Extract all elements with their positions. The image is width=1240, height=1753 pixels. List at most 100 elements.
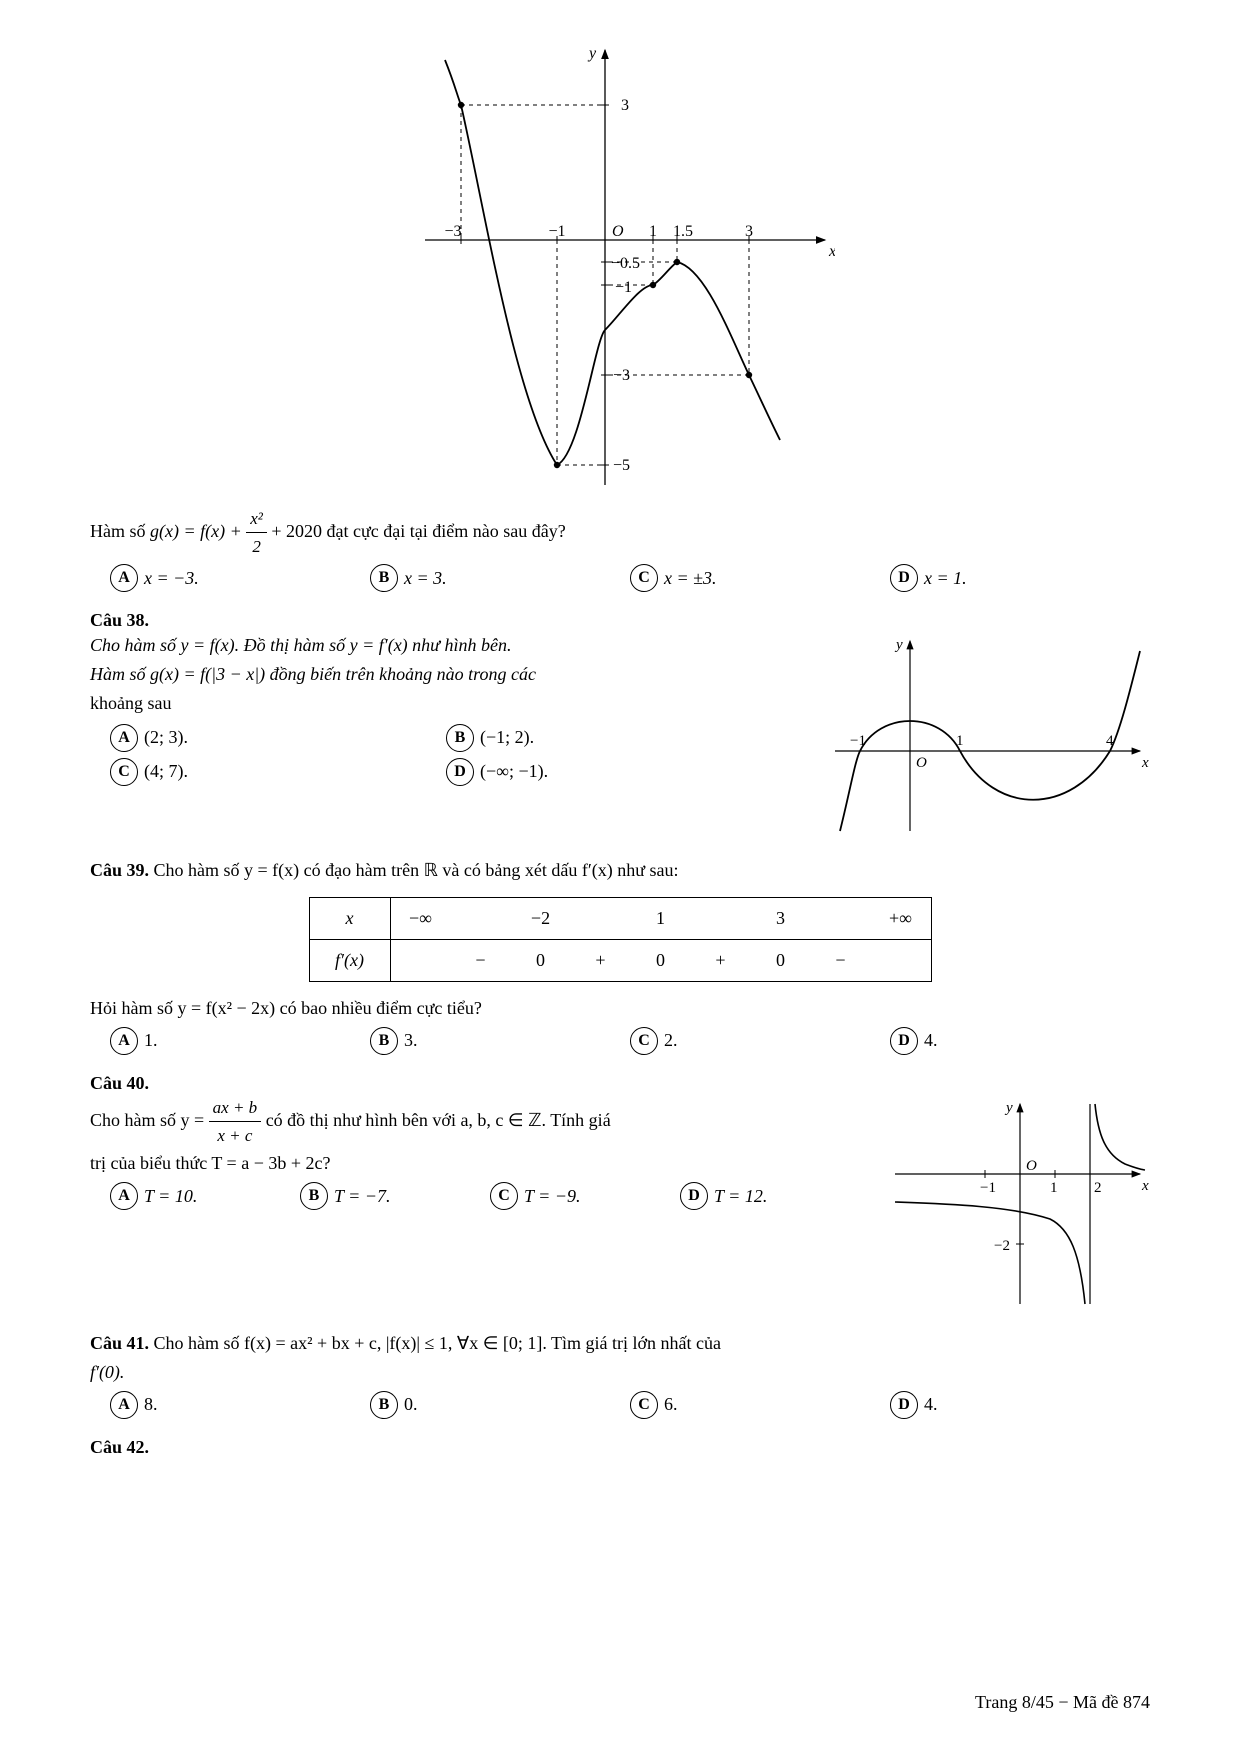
q41-prompt: Câu 41. Cho hàm số f(x) = ax² + bx + c, …: [90, 1329, 1150, 1387]
q41-text: Cho hàm số f(x) = ax² + bx + c, |f(x)| ≤…: [154, 1333, 722, 1353]
q40-curve-right: [1095, 1104, 1145, 1170]
q37-choice-d[interactable]: Dx = 1.: [890, 564, 1020, 592]
q39-c-text: 2.: [664, 1030, 678, 1051]
q40-O: O: [1026, 1158, 1037, 1174]
q38-label: Câu 38.: [90, 610, 1150, 631]
q39-x-1: −2: [511, 898, 571, 940]
q37-frac-d: 2: [246, 533, 267, 560]
q37-d-text: x = 1.: [924, 568, 967, 589]
q39-s-4: +: [691, 940, 751, 982]
q37-expr-g: g(x) = f(x) +: [150, 521, 246, 541]
q41-b-text: 0.: [404, 1394, 418, 1415]
q40-xt--1: −1: [980, 1180, 996, 1196]
ytick--0.5: −0.5: [611, 255, 640, 272]
q38-choice-d[interactable]: D(−∞; −1).: [446, 758, 782, 786]
q39-tbl-fp: f′(x): [309, 940, 390, 982]
q40-t3: . Tính giá: [542, 1110, 611, 1130]
q39-b-text: 3.: [404, 1030, 418, 1051]
q38-choice-a[interactable]: A(2; 3).: [110, 724, 446, 752]
q37-text-1: Hàm số: [90, 521, 150, 541]
q39-choice-c[interactable]: C2.: [630, 1027, 760, 1055]
q39-s-0: −: [451, 940, 511, 982]
q40-choices: AT = 10. BT = −7. CT = −9. DT = 12.: [110, 1182, 870, 1210]
q38-line1: Cho hàm số y = f(x). Đồ thị hàm số y = f…: [90, 635, 512, 655]
q38-line3: khoảng sau: [90, 693, 171, 713]
q37-b-text: x = 3.: [404, 568, 447, 589]
q39-choice-b[interactable]: B3.: [370, 1027, 500, 1055]
q39-choice-d[interactable]: D4.: [890, 1027, 1020, 1055]
q39-choice-a[interactable]: A1.: [110, 1027, 240, 1055]
q38-d-text: (−∞; −1).: [480, 761, 548, 782]
q40-curve-left: [895, 1202, 1085, 1304]
q40-x-label: x: [1141, 1178, 1149, 1194]
q42-label: Câu 42.: [90, 1437, 1150, 1458]
q38-choices: A(2; 3). B(−1; 2). C(4; 7). D(−∞; −1).: [110, 724, 810, 792]
q39-x-2: 1: [631, 898, 691, 940]
q40-t2: có đồ thị như hình bên với a, b, c ∈: [266, 1110, 528, 1130]
q37-choices: Ax = −3. Bx = 3. Cx = ±3. Dx = 1.: [110, 564, 1150, 592]
q40-b-text: T = −7.: [334, 1186, 390, 1207]
q40-t4: trị của biểu thức T = a − 3b + 2c?: [90, 1153, 330, 1173]
q38-y-label: y: [894, 637, 903, 653]
q40-choice-c[interactable]: CT = −9.: [490, 1182, 620, 1210]
q39-x-0: −∞: [390, 898, 451, 940]
q41-a-text: 8.: [144, 1394, 158, 1415]
q38-a-text: (2; 3).: [144, 727, 188, 748]
q40-Z: ℤ: [528, 1110, 541, 1130]
q38-choice-b[interactable]: B(−1; 2).: [446, 724, 782, 752]
q37-choice-c[interactable]: Cx = ±3.: [630, 564, 760, 592]
q38-figure: x y O −1 1 4: [830, 631, 1150, 846]
q39-choices: A1. B3. C2. D4.: [110, 1027, 1150, 1055]
q39-x-3: 3: [751, 898, 811, 940]
q39-prompt: Câu 39. Cho hàm số y = f(x) có đạo hàm t…: [90, 856, 1150, 885]
q40-d-text: T = 12.: [714, 1186, 767, 1207]
ytick--1: −1: [615, 279, 632, 296]
q40-a-text: T = 10.: [144, 1186, 197, 1207]
q39-a-text: 1.: [144, 1030, 158, 1051]
q40-xt-2: 2: [1094, 1180, 1102, 1196]
q41-choice-a[interactable]: A8.: [110, 1391, 240, 1419]
q41-choice-d[interactable]: D4.: [890, 1391, 1020, 1419]
q39-label: Câu 39.: [90, 860, 149, 880]
q41-label: Câu 41.: [90, 1333, 149, 1353]
q40-yt--2: −2: [994, 1238, 1010, 1254]
q37-a-text: x = −3.: [144, 568, 199, 589]
xtick--3: −3: [444, 223, 461, 240]
q37-choice-b[interactable]: Bx = 3.: [370, 564, 500, 592]
q39-question: Hỏi hàm số y = f(x² − 2x) có bao nhiều đ…: [90, 994, 1150, 1023]
q40-choice-d[interactable]: DT = 12.: [680, 1182, 810, 1210]
q39-x-4: +∞: [871, 898, 932, 940]
q39-s-5: 0: [751, 940, 811, 982]
q39-sign-table: x −∞ −2 1 3 +∞ f′(x) − 0 + 0 + 0 −: [309, 897, 932, 982]
q38-choice-c[interactable]: C(4; 7).: [110, 758, 446, 786]
q40-choice-b[interactable]: BT = −7.: [300, 1182, 430, 1210]
ytick-3: 3: [621, 97, 629, 114]
q39-R: ℝ: [424, 860, 438, 880]
q38-x-label: x: [1141, 755, 1149, 771]
q40-xt-1: 1: [1050, 1180, 1058, 1196]
q40-t1: Cho hàm số y =: [90, 1110, 209, 1130]
q41-d-text: 4.: [924, 1394, 938, 1415]
q37-choice-a[interactable]: Ax = −3.: [110, 564, 240, 592]
q39-tbl-x: x: [309, 898, 390, 940]
q39-s-2: +: [571, 940, 631, 982]
q40-choice-a[interactable]: AT = 10.: [110, 1182, 240, 1210]
q38-O: O: [916, 755, 927, 771]
q41-choice-b[interactable]: B0.: [370, 1391, 500, 1419]
q37-c-text: x = ±3.: [664, 568, 717, 589]
q38-xt--1: −1: [850, 733, 866, 749]
q39-s-1: 0: [511, 940, 571, 982]
q40-frac-d: x + c: [209, 1122, 262, 1149]
q40-frac-n: ax + b: [209, 1094, 262, 1122]
q41-text2: f′(0).: [90, 1362, 124, 1382]
q41-choice-c[interactable]: C6.: [630, 1391, 760, 1419]
q39-text-2: và có bảng xét dấu f′(x) như sau:: [438, 860, 679, 880]
q39-text-1: Cho hàm số y = f(x) có đạo hàm trên: [154, 860, 424, 880]
q39-d-text: 4.: [924, 1030, 938, 1051]
q38-c-text: (4; 7).: [144, 761, 188, 782]
q40-y-label: y: [1004, 1100, 1013, 1116]
q37-frac-n: x²: [246, 505, 267, 533]
q37-text-2: + 2020 đạt cực đại tại điểm nào sau đây?: [271, 521, 565, 541]
page-footer: Trang 8/45 − Mã đề 874: [975, 1692, 1150, 1713]
q37-prompt: Hàm số g(x) = f(x) + x² 2 + 2020 đạt cực…: [90, 505, 1150, 560]
